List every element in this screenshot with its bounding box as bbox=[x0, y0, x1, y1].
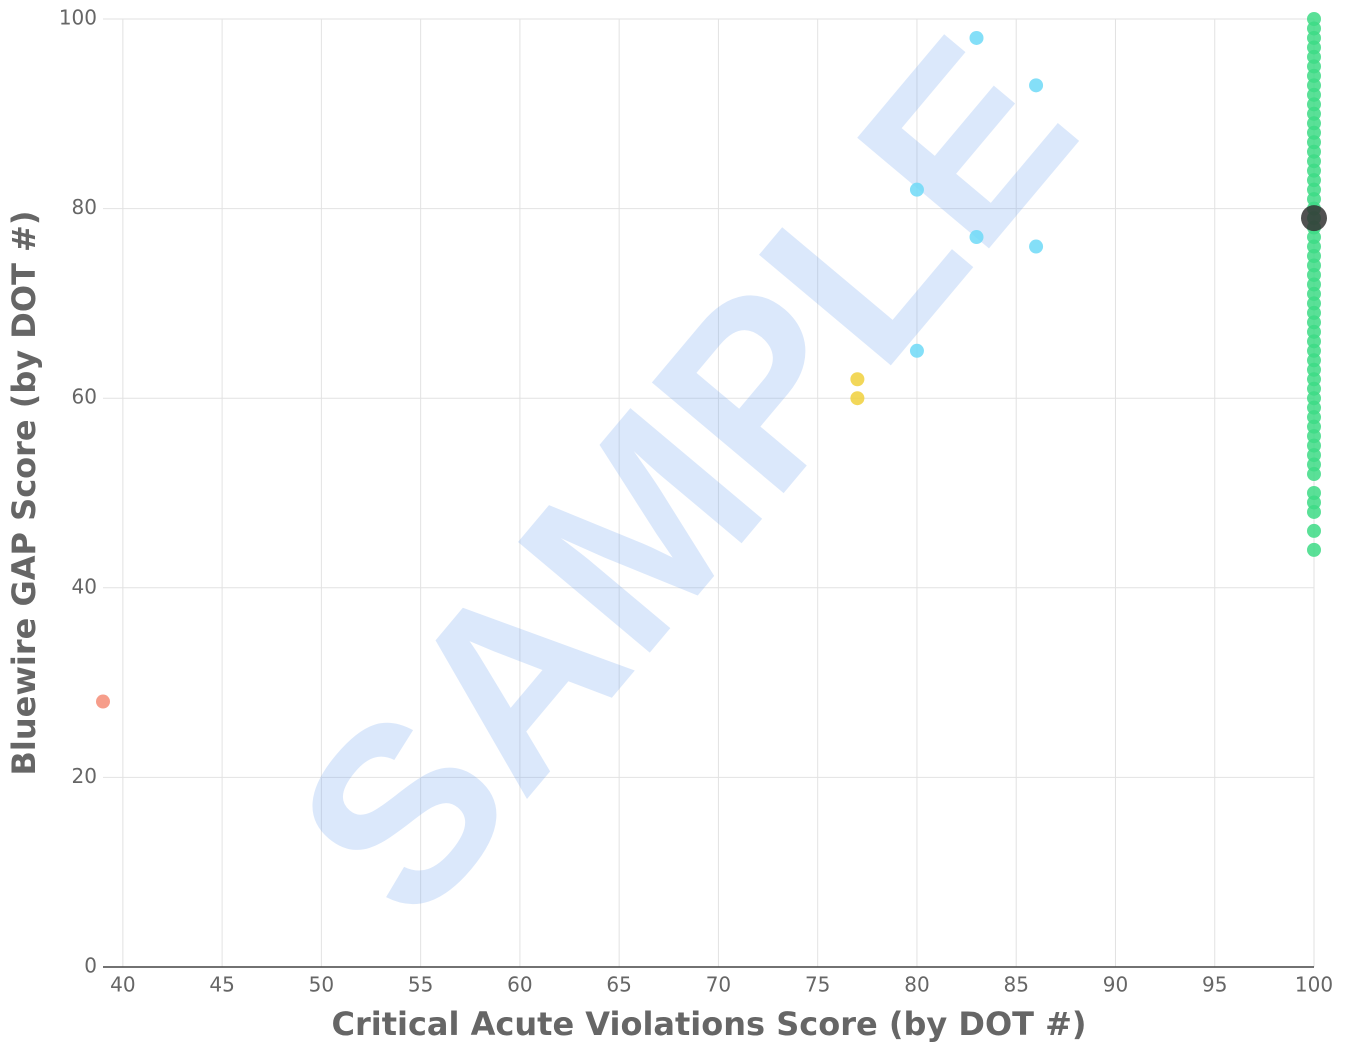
point bbox=[850, 372, 865, 387]
point bbox=[1307, 467, 1321, 482]
point bbox=[969, 30, 984, 45]
x-axis-label: Critical Acute Violations Score (by DOT … bbox=[331, 1005, 1086, 1043]
watermark: SAMPLE bbox=[243, 0, 1126, 966]
point bbox=[909, 182, 924, 197]
x-tick-label: 60 bbox=[507, 973, 532, 997]
point bbox=[909, 343, 924, 358]
x-tick-label: 95 bbox=[1202, 973, 1227, 997]
y-tick-label: 100 bbox=[59, 6, 97, 30]
y-tick-label: 0 bbox=[84, 954, 97, 978]
point bbox=[96, 694, 110, 709]
point bbox=[1029, 78, 1044, 93]
x-tick-label: 100 bbox=[1295, 973, 1333, 997]
point bbox=[850, 391, 865, 406]
x-tick-label: 55 bbox=[408, 973, 433, 997]
x-tick-label: 70 bbox=[706, 973, 731, 997]
y-tick-label: 40 bbox=[72, 574, 97, 598]
x-tick-label: 40 bbox=[110, 973, 135, 997]
point bbox=[1307, 504, 1321, 519]
point bbox=[969, 230, 984, 245]
x-tick-label: 90 bbox=[1103, 973, 1128, 997]
x-tick-label: 50 bbox=[309, 973, 334, 997]
x-tick-label: 80 bbox=[904, 973, 929, 997]
y-tick-label: 20 bbox=[72, 764, 97, 788]
grid bbox=[103, 18, 1315, 968]
point bbox=[1301, 205, 1327, 232]
x-tick-label: 65 bbox=[606, 973, 631, 997]
x-tick-label: 75 bbox=[805, 973, 830, 997]
point bbox=[1307, 523, 1321, 538]
y-axis-label: Bluewire GAP Score (by DOT #) bbox=[5, 211, 43, 776]
y-tick-label: 60 bbox=[72, 385, 97, 409]
x-tick-label: 45 bbox=[209, 973, 234, 997]
y-tick-label: 80 bbox=[72, 195, 97, 219]
point bbox=[1029, 239, 1044, 254]
point bbox=[1307, 542, 1321, 557]
x-tick-label: 85 bbox=[1003, 973, 1028, 997]
